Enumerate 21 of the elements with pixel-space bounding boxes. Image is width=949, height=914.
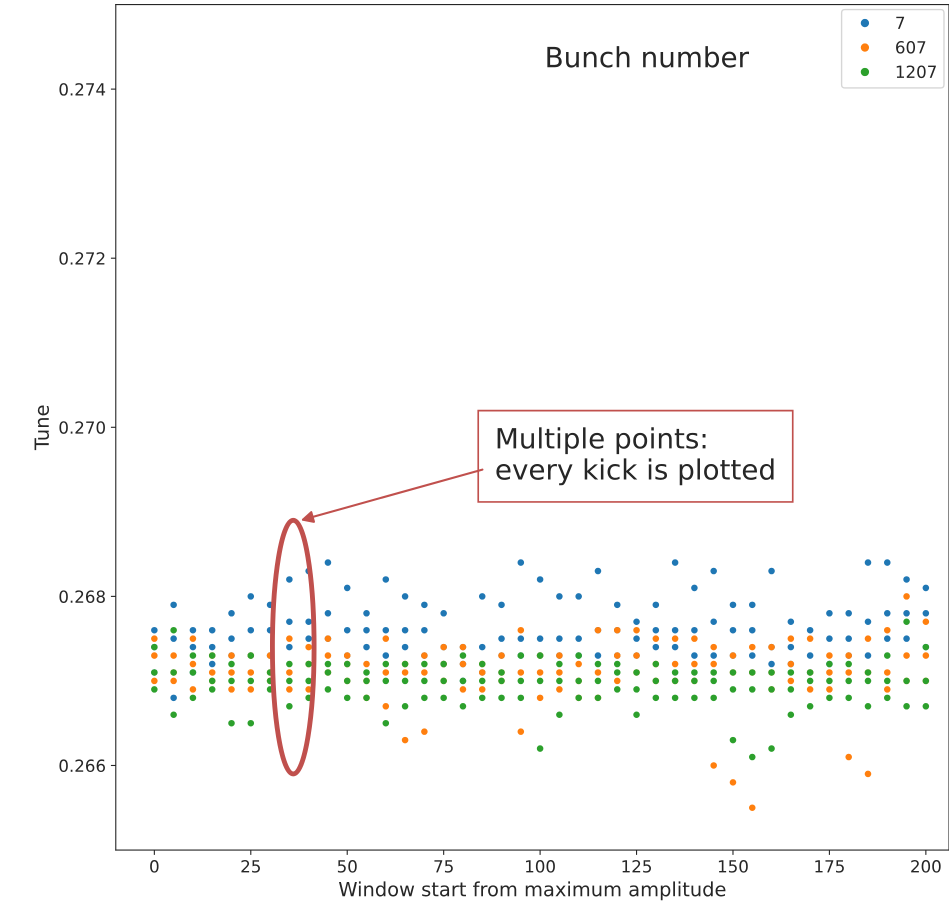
- x-tick-label: 200: [911, 860, 941, 873]
- x-tick-label: 175: [815, 860, 844, 873]
- y-tick-label: 0.272: [59, 252, 104, 265]
- x-tick-label: 50: [338, 860, 357, 873]
- legend-label: 1207: [896, 65, 936, 78]
- y-tick-label: 0.266: [59, 759, 106, 772]
- x-axis-title: Window start from maximum amplitude: [338, 881, 726, 900]
- x-tick-label: 125: [622, 860, 651, 873]
- y-tick-label: 0.274: [59, 83, 106, 96]
- x-tick-label: 75: [434, 860, 453, 873]
- legend-label: 7: [896, 16, 904, 29]
- x-tick-label: 100: [526, 860, 555, 873]
- legend-label: 607: [896, 40, 926, 54]
- y-tick-label: 0.268: [59, 590, 105, 603]
- y-axis-title: Tune: [34, 406, 50, 450]
- x-tick-label: 150: [718, 860, 748, 873]
- x-tick-label: 0: [150, 860, 159, 873]
- x-tick-label: 25: [241, 860, 260, 873]
- annotation: Multiple points: every kick is plotted: [496, 427, 774, 486]
- annotation: Bunch number: [547, 46, 750, 68]
- y-tick-label: 0.270: [59, 421, 105, 434]
